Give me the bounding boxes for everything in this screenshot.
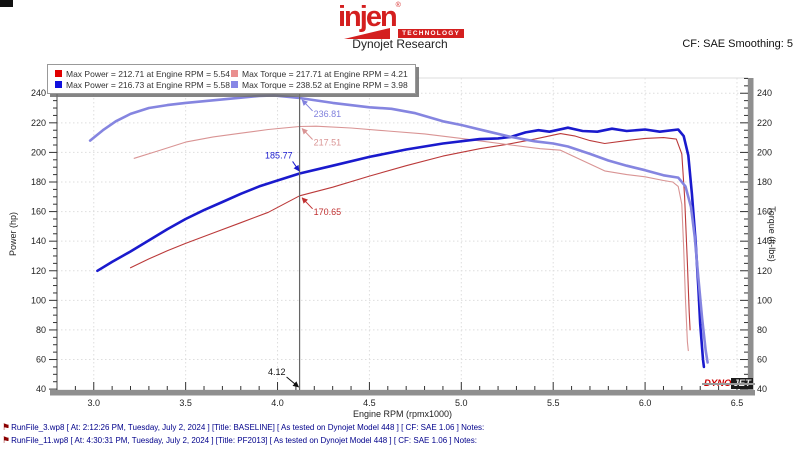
cursor-rpm-arrow [286,376,300,388]
y-tick-label-right: 40 [757,384,767,394]
x-tick-label: 4.0 [271,398,284,408]
cursor-marker-arrow [301,128,313,140]
x-tick-label: 6.5 [731,398,744,408]
y-tick-label-right: 140 [757,236,772,246]
y-tick-label-right: 120 [757,266,772,276]
curve-baseline-power [129,133,691,331]
y-axis-title-left: Power (hp) [8,212,18,256]
run-file-name: RunFile_3.wp8 [11,423,65,432]
y-tick-label-right: 60 [757,355,767,365]
injen-technology-banner: TECHNOLOGY [398,29,464,38]
cursor-marker-arrow [301,99,313,112]
legend-label: Max Torque = 238.52 at Engine RPM = 3.98 [242,79,408,90]
dynojet-logo-strike [702,383,755,385]
x-axis-bar [50,390,755,396]
y-axis-title-right: Torque (ft-lbs) [767,206,777,262]
curve-baseline-torque [133,125,689,352]
series-swatch-icon [55,70,62,77]
legend-item-pf2013-torque: Max Torque = 238.52 at Engine RPM = 3.98 [231,79,408,90]
run-flag-icon: ⚑ [2,435,11,445]
legend-item-baseline-torque: Max Torque = 217.71 at Engine RPM = 4.21 [231,68,408,79]
y-tick-label-left: 80 [36,325,46,335]
series-swatch-icon [231,70,238,77]
registered-mark: ® [395,2,401,9]
legend-label: Max Power = 216.73 at Engine RPM = 5.58 [66,79,230,90]
y-tick-label-right: 200 [757,147,772,157]
run-file-row[interactable]: ⚑RunFile_11.wp8 [ At: 4:30:31 PM, Tuesda… [2,435,477,446]
y-tick-label-left: 220 [31,118,46,128]
cursor-marker-label: 170.65 [314,207,342,217]
legend-item-baseline-power: Max Power = 212.71 at Engine RPM = 5.54 [55,68,231,79]
cursor-marker-arrow [301,197,313,210]
x-tick-label: 5.5 [547,398,560,408]
y-tick-label-left: 140 [31,236,46,246]
y-tick-label-right: 180 [757,177,772,187]
x-tick-label: 5.0 [455,398,468,408]
curve-pf2013-torque [88,94,709,364]
y-tick-label-right: 220 [757,118,772,128]
y-tick-label-left: 160 [31,207,46,217]
run-flag-icon: ⚑ [2,422,11,432]
run-file-details: [ At: 2:12:26 PM, Tuesday, July 2, 2024 … [66,423,485,432]
series-swatch-icon [55,81,62,88]
curve-pf2013-power [96,126,706,369]
y-tick-label-left: 240 [31,88,46,98]
y-tick-label-right: 160 [757,207,772,217]
legend-label: Max Power = 212.71 at Engine RPM = 5.54 [66,68,230,79]
cursor-marker-label: 236.81 [314,109,342,119]
injen-brand-text: injen [338,1,398,33]
y-tick-label-left: 40 [36,384,46,394]
x-axis-title: Engine RPM (rpmx1000) [353,409,452,419]
legend-item-pf2013-power: Max Power = 216.73 at Engine RPM = 5.58 [55,79,231,90]
y-tick-label-left: 60 [36,355,46,365]
y-tick-label-left: 120 [31,266,46,276]
y-tick-label-left: 180 [31,177,46,187]
page-title: Dynojet Research [352,37,448,51]
x-tick-label: 3.0 [87,398,100,408]
dynojet-logo: DYNOJET [702,378,755,389]
y-tick-label-right: 100 [757,295,772,305]
x-tick-label: 4.5 [363,398,376,408]
series-swatch-icon [231,81,238,88]
run-file-details: [ At: 4:30:31 PM, Tuesday, July 2, 2024 … [70,436,477,445]
cursor-rpm-label: 4.12 [268,367,286,377]
cursor-marker-label: 185.77 [265,150,293,160]
y-tick-label-left: 200 [31,147,46,157]
y-tick-label-right: 80 [757,325,767,335]
cursor-marker-arrow [292,161,300,172]
right-axis-bar [748,78,754,396]
y-tick-label-left: 100 [31,295,46,305]
chart-legend: Max Power = 212.71 at Engine RPM = 5.54 … [47,64,416,94]
x-tick-label: 3.5 [179,398,192,408]
window-corner-artifact [0,0,13,7]
run-file-name: RunFile_11.wp8 [11,436,69,445]
injen-logo: injen® TECHNOLOGY [338,2,468,42]
cursor-marker-label: 217.51 [314,138,342,148]
injen-swoosh-icon [344,28,390,39]
run-file-row[interactable]: ⚑RunFile_3.wp8 [ At: 2:12:26 PM, Tuesday… [2,422,484,433]
x-tick-label: 6.0 [639,398,652,408]
smoothing-setting: CF: SAE Smoothing: 5 [682,38,793,50]
legend-label: Max Torque = 217.71 at Engine RPM = 4.21 [242,68,408,79]
y-tick-label-right: 240 [757,88,772,98]
